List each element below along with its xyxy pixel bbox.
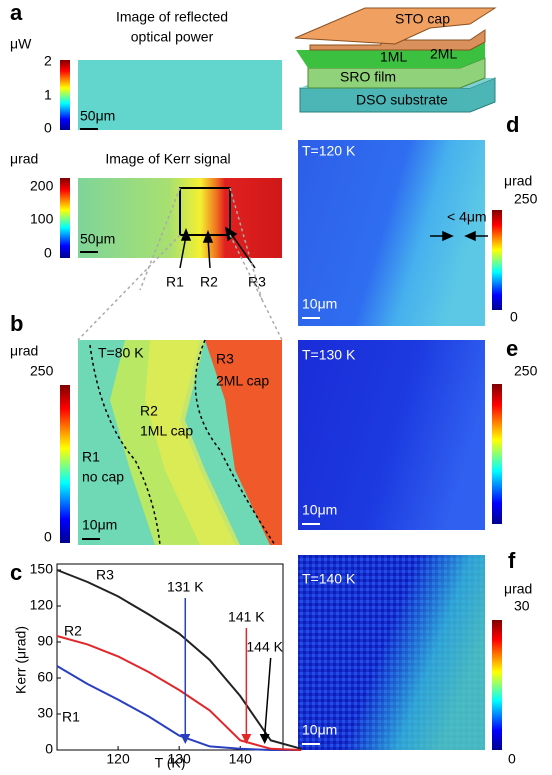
x-axis-label: T (K)	[155, 755, 186, 770]
colorbar-tick: 250	[514, 191, 538, 207]
y-axis-label: Kerr (μrad)	[13, 626, 29, 694]
schematic-label: SRO film	[340, 69, 396, 85]
x-tick-label: 120	[106, 751, 130, 767]
image	[298, 340, 485, 530]
colorbar-tick: 0	[510, 309, 518, 325]
region-label: R1	[82, 449, 100, 465]
scalebar-label: 50μm	[80, 231, 115, 247]
panel-label: a	[10, 0, 23, 25]
region-label: R1	[166, 274, 184, 290]
region-label: no cap	[82, 469, 124, 485]
unit: μrad	[10, 343, 38, 359]
scalebar-label: 10μm	[82, 517, 117, 533]
series-label: R1	[62, 709, 80, 725]
image-overlay	[298, 555, 485, 750]
annotation-label: 144 K	[246, 639, 283, 655]
image	[298, 140, 485, 326]
schematic-label: DSO substrate	[356, 92, 448, 108]
title: Image of Kerr signal	[105, 151, 230, 167]
colorbar-tick: 30	[514, 598, 530, 614]
scalebar-label: 10μm	[302, 296, 337, 312]
series-line	[56, 635, 302, 751]
series-line	[56, 569, 302, 750]
x-tick-label: 130	[167, 751, 191, 767]
zoom-box	[179, 187, 231, 236]
temperature: T=130 K	[302, 347, 356, 363]
panel-label: c	[10, 560, 22, 585]
panel-label: f	[508, 548, 516, 573]
colorbar-tick: 0	[508, 751, 516, 767]
region-label: R2	[200, 274, 218, 290]
unit: μrad	[504, 581, 532, 597]
colorbar	[60, 60, 70, 130]
colorbar-tick: 0	[44, 529, 52, 545]
temperature: T=80 K	[98, 345, 144, 361]
schematic	[294, 7, 497, 113]
schematic-label: STO cap	[395, 11, 450, 27]
colorbar-tick: 250	[30, 363, 54, 379]
plot-frame	[56, 563, 284, 751]
region-label: R2	[140, 403, 158, 419]
title: optical power	[131, 29, 214, 45]
region-label: 1ML cap	[140, 423, 193, 439]
schematic-label: 2ML	[430, 46, 457, 62]
series-line	[56, 665, 302, 751]
y-tick-label: 30	[37, 705, 53, 721]
annotation-arrowhead	[259, 734, 270, 744]
temperature: T=140 K	[302, 571, 356, 587]
annotation: < 4μm	[447, 209, 487, 225]
colorbar	[60, 178, 70, 258]
colorbar	[492, 620, 502, 750]
scalebar-label: 50μm	[80, 108, 115, 124]
colorbar	[492, 210, 502, 310]
y-tick-label: 0	[45, 741, 53, 757]
unit: μrad	[504, 173, 532, 189]
colorbar-tick: 100	[30, 211, 54, 227]
panel-label: e	[506, 336, 518, 361]
colorbar	[60, 385, 70, 543]
image	[78, 60, 282, 130]
schematic-label: 1ML	[380, 49, 407, 65]
region	[145, 340, 240, 545]
arrows	[430, 230, 488, 242]
annotation-label: 141 K	[228, 609, 265, 625]
y-tick-label: 60	[37, 669, 53, 685]
region-label: R3	[216, 351, 234, 367]
series-label: R3	[96, 567, 114, 583]
unit: μrad	[10, 151, 38, 167]
boundary	[89, 339, 276, 546]
colorbar-tick: 1	[44, 87, 52, 103]
annotation-label: 131 K	[167, 579, 204, 595]
colorbar-tick: 0	[44, 120, 52, 136]
colorbar-tick: 2	[44, 53, 52, 69]
panel-label: b	[10, 311, 23, 336]
panel-label: d	[506, 112, 519, 137]
series-label: R2	[64, 623, 82, 639]
zoom-lines	[77, 187, 283, 341]
colorbar-tick: 200	[30, 178, 54, 194]
arrows	[179, 226, 256, 269]
temperature: T=120 K	[302, 143, 356, 159]
annotation-arrowhead	[241, 734, 252, 744]
colorbar-tick: 0	[44, 245, 52, 261]
unit: μW	[10, 36, 32, 52]
region	[205, 340, 282, 545]
annotation-arrowhead	[180, 734, 191, 744]
colorbar-tick: 250	[514, 363, 538, 379]
region-label: 2ML cap	[216, 373, 269, 389]
scalebar-label: 10μm	[302, 722, 337, 738]
y-tick-label: 120	[30, 597, 54, 613]
x-tick-label: 140	[229, 751, 253, 767]
colorbar	[492, 384, 502, 524]
annotation-arrow	[263, 657, 272, 737]
scalebar-label: 10μm	[302, 502, 337, 518]
title: Image of reflected	[116, 9, 228, 25]
y-tick-label: 150	[30, 561, 54, 577]
y-tick-label: 90	[37, 633, 53, 649]
